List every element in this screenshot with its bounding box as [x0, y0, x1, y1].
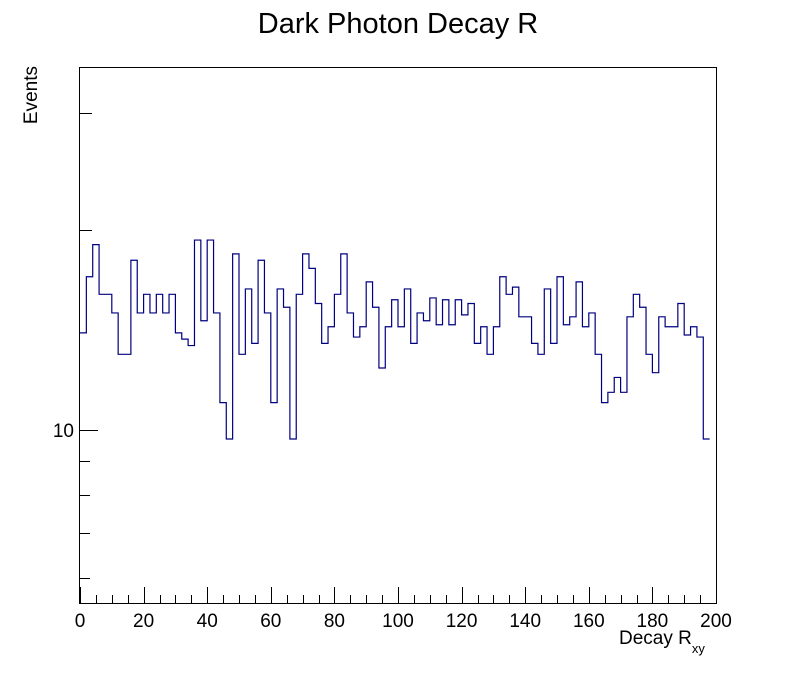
y-axis-tick-labels: 10 [53, 421, 74, 442]
x-axis-label-subscript: xy [692, 641, 706, 656]
x-tick-label: 0 [75, 611, 86, 632]
x-axis-ticks [80, 587, 717, 603]
x-tick-label: 100 [382, 611, 414, 632]
x-tick-label: 160 [573, 611, 605, 632]
histogram-bins [80, 240, 710, 439]
x-tick-label: 40 [197, 611, 218, 632]
x-tick-label: 140 [509, 611, 541, 632]
x-axis-tick-labels: 0 20 40 60 80 100 120 140 160 180 200 [75, 611, 732, 632]
y-tick-label: 10 [53, 421, 74, 442]
plot-frame [79, 67, 717, 604]
x-axis-label-main: Decay R [619, 628, 692, 649]
x-tick-label: 200 [700, 611, 732, 632]
y-axis-ticks [80, 113, 98, 579]
x-tick-label: 80 [324, 611, 345, 632]
y-axis-label: Events [21, 66, 42, 124]
chart-title: Dark Photon Decay R [258, 8, 538, 40]
x-tick-label: 180 [637, 611, 669, 632]
x-tick-label: 60 [260, 611, 281, 632]
histogram-series-line [80, 239, 710, 440]
x-tick-label: 120 [446, 611, 478, 632]
x-axis-label: Decay Rxy [619, 628, 705, 656]
x-tick-label: 20 [133, 611, 154, 632]
